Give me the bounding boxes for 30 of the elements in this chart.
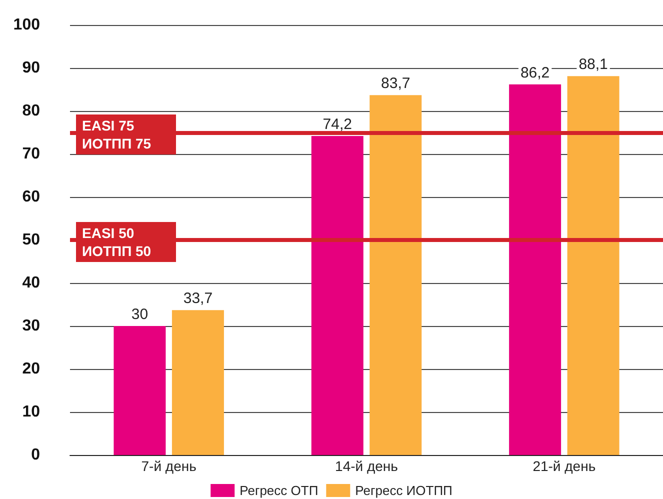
data-label: 33,7 <box>183 290 213 308</box>
bar <box>311 136 364 455</box>
bar <box>172 310 224 455</box>
y-tick-label: 60 <box>22 188 40 206</box>
y-tick-label: 40 <box>22 274 40 292</box>
legend-label: Регресс ОТП <box>240 483 318 498</box>
y-tick-label: 10 <box>22 404 40 420</box>
data-label: 86,2 <box>520 64 550 82</box>
y-tick-label: 50 <box>22 232 40 248</box>
legend-label: Регресс ИОТПП <box>355 483 452 498</box>
y-tick-label: 70 <box>22 146 40 162</box>
bar <box>370 95 422 455</box>
bar <box>567 76 620 455</box>
data-label: 74,2 <box>322 116 352 133</box>
y-tick-label: 80 <box>22 102 40 120</box>
ref-line-label: EASI 75 ИОТПП 75 <box>82 118 152 152</box>
data-label: 30 <box>131 306 148 323</box>
data-label: 88,1 <box>578 56 608 74</box>
y-tick-label: 0 <box>31 446 40 464</box>
x-tick-label: 14-й день <box>335 458 398 474</box>
data-label: 83,7 <box>381 75 410 92</box>
x-tick-label: 21-й день <box>532 458 596 474</box>
y-tick-label: 100 <box>13 16 40 34</box>
x-tick-label: 7-й день <box>141 458 196 474</box>
bar <box>509 84 562 455</box>
y-tick-label: 30 <box>22 318 40 334</box>
bar <box>114 326 166 455</box>
y-tick-label: 90 <box>22 60 40 76</box>
ref-line-label: EASI 50 ИОТПП 50 <box>82 225 152 259</box>
y-tick-label: 20 <box>22 360 40 378</box>
